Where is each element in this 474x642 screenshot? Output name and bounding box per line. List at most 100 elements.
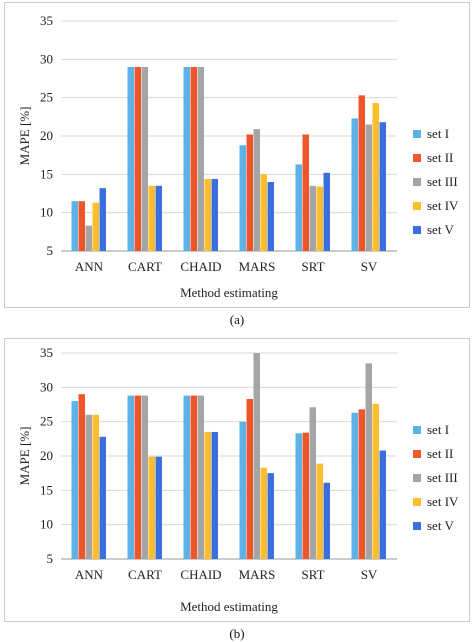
bar — [197, 395, 204, 559]
bar — [372, 403, 379, 559]
x-tick-label: MARS — [239, 259, 276, 274]
bar — [253, 129, 260, 251]
bar — [85, 414, 92, 559]
legend-swatch — [413, 130, 421, 138]
y-tick-label: 25 — [40, 414, 53, 429]
bar — [92, 202, 99, 251]
legend-swatch — [413, 426, 421, 434]
bar — [372, 103, 379, 252]
legend-label: set I — [427, 126, 449, 141]
y-tick-label: 15 — [40, 166, 53, 181]
y-tick-label: 30 — [40, 379, 53, 394]
bar — [323, 172, 330, 251]
chart-panel-b: 5 10 15 20 25 30 35 MAPE [%] ANN CART CHAID MARS SRT… — [4, 338, 470, 622]
bar — [204, 178, 211, 251]
y-tick-label: 10 — [40, 205, 53, 220]
bar — [148, 185, 155, 251]
chart-b-svg: 5 10 15 20 25 30 35 MAPE [%] ANN CART CHAID MARS SRT… — [17, 345, 459, 614]
legend-label: set V — [427, 222, 454, 237]
legend-label: set I — [427, 422, 449, 437]
bar — [127, 395, 134, 559]
y-tick-label: 30 — [40, 51, 53, 66]
bar — [267, 473, 274, 559]
bar — [85, 225, 92, 251]
legend-label: set V — [427, 518, 454, 533]
bar — [309, 407, 316, 559]
bar — [134, 67, 141, 251]
legend-swatch — [413, 450, 421, 458]
x-tick-label: CHAID — [180, 259, 221, 274]
bar — [92, 414, 99, 559]
caption-b: (b) — [229, 626, 245, 641]
chart-panel-a: 5 10 15 20 25 30 35 MAPE [%] ANN CART CHAID MARS SRT… — [4, 2, 470, 308]
bar — [204, 431, 211, 559]
bar — [365, 363, 372, 559]
bar — [190, 67, 197, 251]
y-tick-label: 35 — [40, 345, 53, 360]
bar — [155, 456, 162, 559]
legend-swatch — [413, 226, 421, 234]
x-tick-label: CART — [128, 567, 162, 582]
x-tick-label: ANN — [75, 567, 104, 582]
bar — [358, 409, 365, 559]
bar — [295, 433, 302, 559]
x-tick-label: SV — [361, 567, 378, 582]
bar — [323, 482, 330, 559]
bar — [183, 67, 190, 251]
bar — [211, 178, 218, 251]
bar — [190, 395, 197, 559]
y-tick-label: 35 — [40, 13, 53, 28]
bar — [309, 185, 316, 251]
bar — [141, 395, 148, 559]
x-axis-label: Method estimating — [180, 285, 278, 300]
legend-label: set II — [427, 446, 453, 461]
legend-swatch — [413, 522, 421, 530]
legend-swatch — [413, 178, 421, 186]
x-tick-label: ANN — [75, 259, 104, 274]
legend-label: set II — [427, 150, 453, 165]
bar — [71, 201, 78, 251]
y-tick-label: 20 — [40, 128, 53, 143]
bar — [302, 432, 309, 559]
bar — [141, 67, 148, 251]
caption-a: (a) — [229, 312, 245, 327]
y-axis-label: MAPE [%] — [17, 427, 32, 486]
bar — [197, 67, 204, 251]
bar — [239, 421, 246, 559]
x-axis-label: Method estimating — [180, 599, 278, 614]
bar — [148, 456, 155, 559]
y-tick-label: 15 — [40, 482, 53, 497]
y-tick-label: 20 — [40, 448, 53, 463]
bar — [351, 118, 358, 251]
bar — [260, 174, 267, 251]
chart-a-svg: 5 10 15 20 25 30 35 MAPE [%] ANN CART CHAID MARS SRT… — [17, 13, 459, 300]
bar — [71, 401, 78, 559]
x-tick-label: CHAID — [180, 567, 221, 582]
legend-label: set IV — [427, 494, 459, 509]
bar — [365, 124, 372, 251]
legend-label: set III — [427, 470, 458, 485]
x-tick-label: SRT — [301, 567, 324, 582]
y-axis-label: MAPE [%] — [17, 107, 32, 166]
x-tick-label: SV — [361, 259, 378, 274]
x-tick-label: MARS — [239, 567, 276, 582]
x-tick-label: SRT — [301, 259, 324, 274]
bar — [316, 463, 323, 559]
bar — [295, 164, 302, 251]
bar — [99, 188, 106, 251]
legend-swatch — [413, 154, 421, 162]
bar — [183, 395, 190, 559]
legend-swatch — [413, 498, 421, 506]
bar — [78, 394, 85, 559]
bar — [134, 395, 141, 559]
bar — [99, 436, 106, 559]
bar — [302, 134, 309, 251]
bar — [155, 185, 162, 251]
bar — [246, 399, 253, 559]
legend-label: set IV — [427, 198, 459, 213]
y-tick-label: 25 — [40, 90, 53, 105]
bar — [351, 412, 358, 559]
legend-swatch — [413, 202, 421, 210]
bar — [246, 134, 253, 251]
